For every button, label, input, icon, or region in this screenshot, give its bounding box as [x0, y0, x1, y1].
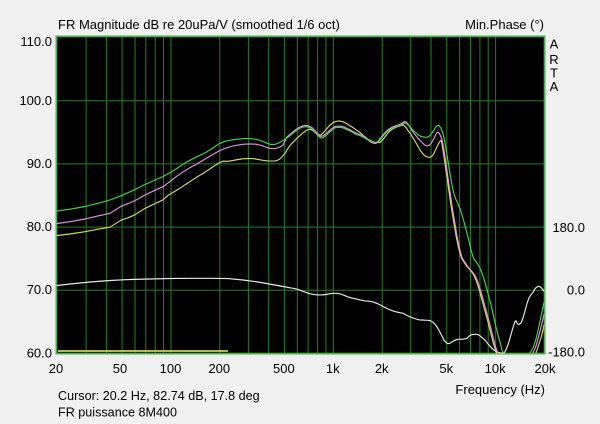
svg-text:200: 200 — [208, 361, 230, 376]
svg-text:80.0: 80.0 — [27, 219, 52, 234]
svg-text:-180.0: -180.0 — [548, 345, 585, 360]
svg-text:5k: 5k — [439, 361, 453, 376]
svg-text:A: A — [550, 79, 559, 94]
svg-text:110.0: 110.0 — [20, 34, 52, 49]
svg-text:20k: 20k — [535, 361, 556, 376]
svg-text:50: 50 — [113, 361, 127, 376]
svg-text:2k: 2k — [375, 361, 389, 376]
svg-text:T: T — [550, 66, 558, 81]
svg-text:90.0: 90.0 — [27, 156, 52, 171]
svg-text:FR Magnitude dB re 20uPa/V (sm: FR Magnitude dB re 20uPa/V (smoothed 1/6… — [58, 17, 340, 32]
svg-text:1k: 1k — [326, 361, 340, 376]
svg-text:Frequency (Hz): Frequency (Hz) — [455, 382, 545, 397]
svg-text:500: 500 — [273, 361, 295, 376]
svg-text:FR puissance 8M400: FR puissance 8M400 — [58, 406, 177, 420]
svg-text:100.0: 100.0 — [19, 93, 52, 108]
svg-text:20: 20 — [49, 361, 63, 376]
svg-text:0.0: 0.0 — [567, 283, 585, 298]
svg-text:Min.Phase (°): Min.Phase (°) — [465, 17, 544, 32]
svg-text:100: 100 — [160, 361, 182, 376]
svg-text:Cursor: 20.2 Hz, 82.74 dB, 17.: Cursor: 20.2 Hz, 82.74 dB, 17.8 deg — [58, 389, 260, 403]
svg-text:10k: 10k — [485, 361, 506, 376]
svg-text:180.0: 180.0 — [552, 220, 585, 235]
svg-text:60.0: 60.0 — [27, 346, 52, 361]
svg-text:A: A — [550, 37, 559, 52]
svg-text:70.0: 70.0 — [27, 282, 52, 297]
svg-text:R: R — [549, 52, 558, 67]
